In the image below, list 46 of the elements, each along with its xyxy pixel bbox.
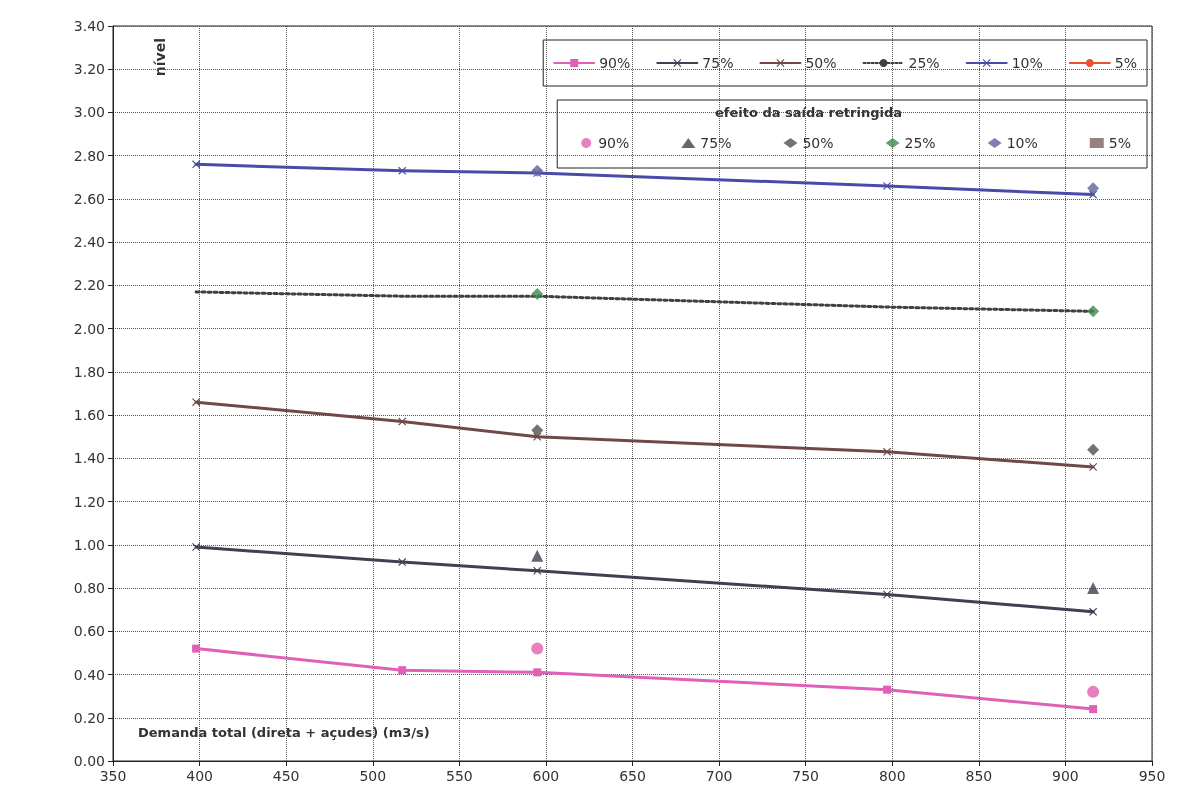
y-tick-label: 1.60 <box>73 407 105 424</box>
y-tick-label: 2.00 <box>73 320 105 337</box>
legend-label: 25% <box>908 55 940 71</box>
x-tick-label: 600 <box>532 768 560 784</box>
y-tick-label: 1.20 <box>73 493 105 510</box>
legend-label: 50% <box>802 135 834 151</box>
y-tick-label: 3.20 <box>73 61 105 78</box>
legend-label: 5% <box>1114 55 1138 71</box>
y-tick-label: 0.40 <box>73 666 105 683</box>
x-axis-title: Demanda total (direta + açudes) (m3/s) <box>138 725 430 740</box>
legend-title: efeito da saída retringida <box>715 105 902 120</box>
legend-label: 10% <box>1006 135 1038 151</box>
y-tick-label: 0.80 <box>73 580 105 597</box>
x-tick-label: 950 <box>1138 768 1166 784</box>
y-tick-label: 1.00 <box>73 536 105 553</box>
y-tick-label: 2.20 <box>73 277 105 294</box>
legend-label: 75% <box>702 55 734 71</box>
legend-label: 25% <box>904 135 936 151</box>
legend-label: 50% <box>805 55 837 71</box>
y-tick-label: 3.40 <box>73 18 105 34</box>
y-tick-label: 0.60 <box>73 623 105 640</box>
legend-label: 90% <box>598 135 630 151</box>
x-tick-label: 850 <box>965 768 993 784</box>
x-tick-label: 700 <box>705 768 733 784</box>
x-tick-label: 550 <box>445 768 473 784</box>
x-tick-label: 750 <box>792 768 820 784</box>
legend-label: 10% <box>1011 55 1043 71</box>
x-tick-label: 400 <box>186 768 213 784</box>
x-tick-label: 650 <box>619 768 646 784</box>
x-tick-label: 800 <box>878 768 906 784</box>
x-tick-label: 900 <box>1052 768 1079 784</box>
y-tick-label: 2.60 <box>73 190 105 207</box>
x-tick-label: 450 <box>272 768 300 784</box>
y-axis-title: nível <box>152 38 168 77</box>
legend-label: 5% <box>1108 135 1132 151</box>
y-tick-label: 1.40 <box>73 450 105 467</box>
y-tick-label: 1.80 <box>73 363 105 380</box>
y-tick-label: 0.20 <box>73 709 105 726</box>
y-tick-label: 3.00 <box>73 104 105 121</box>
x-tick-label: 500 <box>359 768 387 784</box>
y-tick-label: 2.80 <box>73 147 105 164</box>
y-tick-label: 0.00 <box>73 753 105 769</box>
legend-label: 90% <box>599 55 631 71</box>
y-tick-label: 2.40 <box>73 234 105 251</box>
legend-label: 75% <box>700 135 732 151</box>
x-tick-label: 350 <box>99 768 127 784</box>
